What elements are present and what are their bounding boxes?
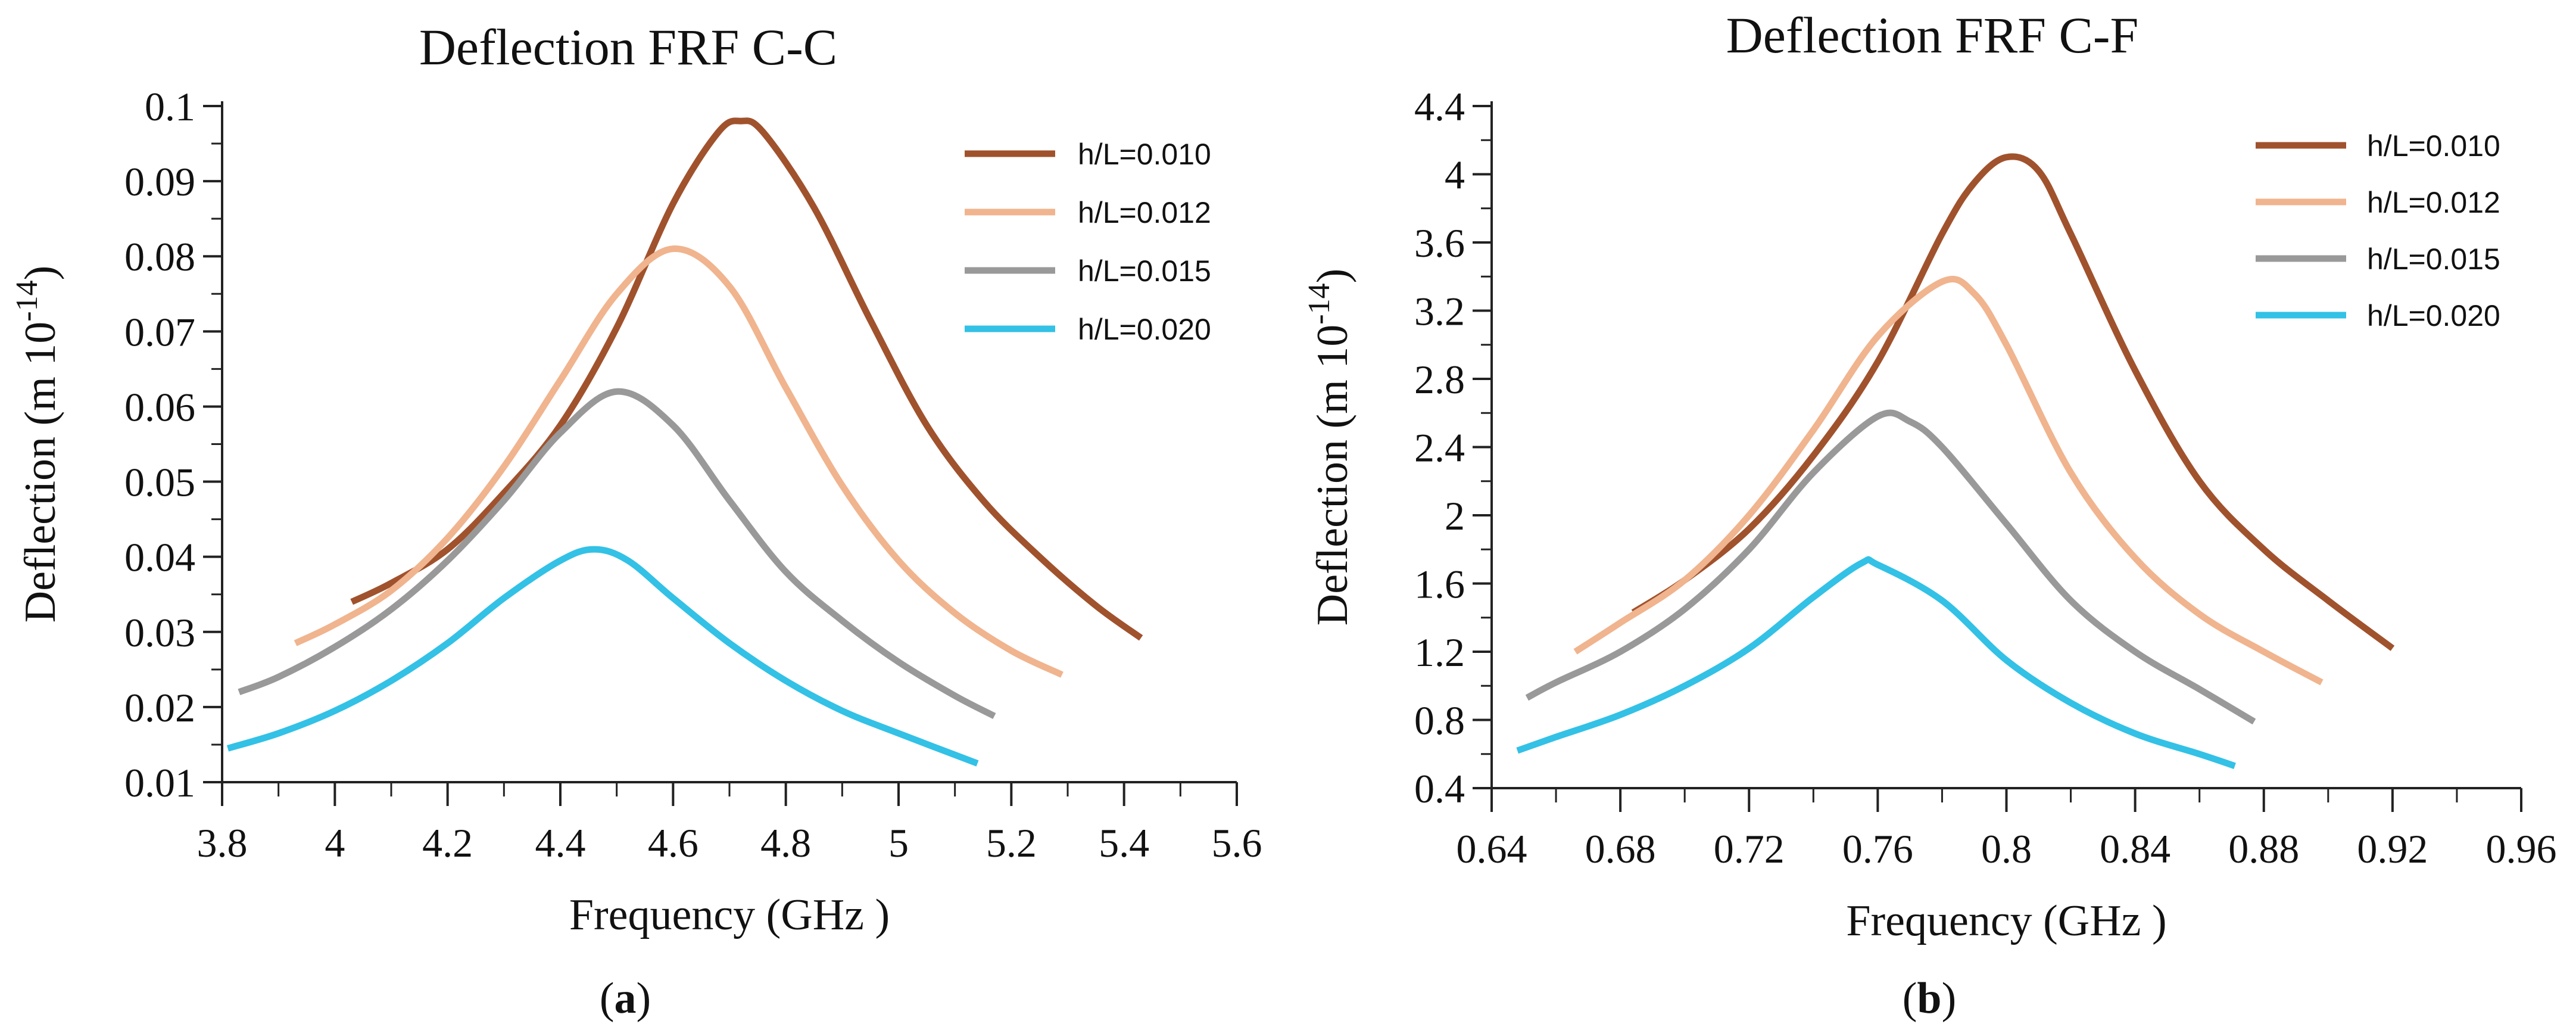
panel-label: (a)	[600, 974, 651, 1023]
x-tick-label: 0.76	[1842, 826, 1913, 872]
panel-label-open: (	[1903, 974, 1917, 1023]
y-axis-label-main: Deflection (m 10	[16, 322, 65, 623]
panel-label-close: )	[1942, 974, 1957, 1023]
series-line-0020	[1516, 556, 2236, 770]
y-axis-label-exponent: -14	[1302, 283, 1336, 324]
y-tick-label: 0.04	[124, 535, 195, 580]
x-tick-label: 4.2	[422, 820, 473, 866]
y-tick-label: 0.08	[124, 234, 195, 279]
series-line-0015	[1525, 409, 2256, 725]
x-tick-label: 0.64	[1457, 826, 1527, 872]
panel-label-open: (	[600, 974, 615, 1023]
y-tick-label: 0.09	[124, 159, 195, 204]
legend-label: h/L=0.012	[2367, 186, 2500, 219]
chart-panel-b: 0.4 0.8 1.2 1.6 2 2.4 2.8 3.2 3.6 4 4.4 0.64 0.68 0.7…	[1302, 7, 2557, 1023]
x-axis-label: Frequency (GHz )	[569, 891, 890, 939]
panel-label-letter: b	[1917, 974, 1941, 1023]
x-tick-label: 3.8	[197, 820, 248, 866]
x-tick-label: 0.96	[2486, 826, 2557, 872]
y-tick-label: 0.07	[124, 309, 195, 354]
x-tick-label: 4.4	[535, 820, 586, 866]
series-line-0012	[1573, 276, 2324, 686]
legend-label: h/L=0.010	[1078, 138, 1211, 171]
y-axis-label: Deflection (m 10-14)	[10, 266, 65, 623]
y-tick-label: 3.2	[1414, 289, 1465, 334]
series-line-0010	[1631, 153, 2395, 651]
y-tick-label: 4.4	[1414, 84, 1465, 129]
y-tick-label: 1.6	[1414, 562, 1465, 607]
x-tick-label: 5.2	[986, 820, 1037, 866]
y-axis-label-close: )	[16, 266, 65, 281]
chart-panel-a: 0.01 0.02 0.03 0.04 0.05 0.06 0.07 0.08 0.09 0.1 3…	[10, 18, 1262, 1023]
x-tick-label: 5.6	[1212, 820, 1262, 866]
x-tick-label: 0.72	[1714, 826, 1785, 872]
panel-label: (b)	[1903, 974, 1956, 1023]
y-tick-label: 0.06	[124, 384, 195, 430]
series-line-0015	[238, 388, 996, 719]
y-tick-label: 2.4	[1414, 425, 1465, 471]
x-tick-label: 4.8	[760, 820, 811, 866]
x-axis-label: Frequency (GHz )	[1846, 897, 2166, 945]
y-tick-label: 4	[1445, 153, 1465, 198]
y-tick-label: 0.05	[124, 460, 195, 505]
x-tick-label: 0.84	[2100, 826, 2170, 872]
y-tick-label: 3.6	[1414, 220, 1465, 266]
chart-title: Deflection FRF C-C	[419, 18, 837, 76]
y-tick-label: 2	[1445, 493, 1465, 539]
y-tick-label: 1.2	[1414, 630, 1465, 675]
x-tick-label: 0.68	[1585, 826, 1656, 872]
y-axis-label-close: )	[1308, 269, 1357, 284]
y-tick-label: 0.01	[124, 760, 195, 805]
y-tick-label: 0.02	[124, 685, 195, 730]
legend-label: h/L=0.015	[1078, 254, 1211, 288]
y-axis-label-exponent: -14	[10, 280, 44, 321]
legend-label: h/L=0.020	[1078, 313, 1211, 346]
y-tick-label: 0.8	[1414, 698, 1465, 743]
panel-label-letter: a	[615, 974, 637, 1023]
series-line-0010	[350, 117, 1143, 641]
y-tick-label: 2.8	[1414, 357, 1465, 402]
y-tick-label: 0.03	[124, 610, 195, 655]
series-line-0020	[226, 546, 979, 767]
legend-label: h/L=0.020	[2367, 299, 2500, 332]
series-line-0012	[294, 245, 1064, 678]
x-tick-label: 4.6	[648, 820, 698, 866]
x-tick-label: 0.8	[1981, 826, 2032, 872]
x-tick-label: 4	[325, 820, 345, 866]
x-tick-label: 5	[888, 820, 909, 866]
x-tick-label: 5.4	[1099, 820, 1149, 866]
y-axis-label: Deflection (m 10-14)	[1302, 269, 1357, 626]
y-tick-label: 0.1	[145, 84, 195, 129]
legend-label: h/L=0.010	[2367, 129, 2500, 163]
y-axis-label-main: Deflection (m 10	[1308, 325, 1357, 626]
panel-label-close: )	[637, 974, 651, 1023]
chart-title: Deflection FRF C-F	[1726, 7, 2139, 64]
y-tick-label: 0.4	[1414, 766, 1465, 811]
legend-label: h/L=0.015	[2367, 242, 2500, 276]
legend-label: h/L=0.012	[1078, 196, 1211, 229]
x-tick-label: 0.92	[2357, 826, 2428, 872]
x-tick-label: 0.88	[2228, 826, 2299, 872]
